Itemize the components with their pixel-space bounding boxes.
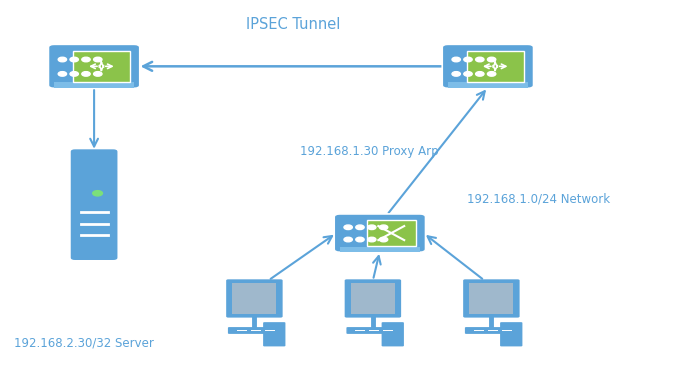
- Circle shape: [487, 72, 496, 76]
- FancyBboxPatch shape: [335, 214, 425, 252]
- FancyBboxPatch shape: [467, 51, 524, 82]
- Circle shape: [355, 237, 364, 242]
- Circle shape: [344, 225, 353, 230]
- Circle shape: [93, 191, 102, 196]
- Circle shape: [93, 57, 102, 62]
- FancyBboxPatch shape: [367, 220, 415, 246]
- Circle shape: [487, 57, 496, 62]
- FancyBboxPatch shape: [346, 327, 399, 334]
- Text: 192.168.2.30/32 Server: 192.168.2.30/32 Server: [14, 337, 154, 349]
- FancyBboxPatch shape: [500, 322, 523, 346]
- Circle shape: [367, 237, 376, 242]
- Circle shape: [464, 72, 472, 76]
- Circle shape: [355, 225, 364, 230]
- FancyBboxPatch shape: [72, 51, 130, 82]
- Circle shape: [59, 57, 67, 62]
- Circle shape: [452, 72, 460, 76]
- Text: 192.168.1.30 Proxy Arp: 192.168.1.30 Proxy Arp: [300, 145, 438, 158]
- FancyBboxPatch shape: [71, 149, 117, 260]
- FancyBboxPatch shape: [351, 283, 395, 314]
- Circle shape: [475, 72, 484, 76]
- FancyBboxPatch shape: [463, 279, 519, 318]
- FancyBboxPatch shape: [382, 322, 404, 346]
- Circle shape: [379, 225, 388, 230]
- FancyBboxPatch shape: [49, 44, 139, 88]
- Circle shape: [344, 237, 353, 242]
- FancyBboxPatch shape: [226, 279, 283, 318]
- FancyBboxPatch shape: [442, 44, 534, 88]
- FancyBboxPatch shape: [263, 322, 286, 346]
- Text: IPSEC Tunnel: IPSEC Tunnel: [245, 17, 340, 32]
- Circle shape: [464, 57, 472, 62]
- FancyBboxPatch shape: [340, 247, 420, 252]
- FancyBboxPatch shape: [465, 327, 518, 334]
- FancyBboxPatch shape: [228, 327, 281, 334]
- FancyBboxPatch shape: [345, 279, 401, 318]
- Circle shape: [59, 72, 67, 76]
- Circle shape: [82, 72, 90, 76]
- Circle shape: [70, 72, 78, 76]
- Circle shape: [70, 57, 78, 62]
- Circle shape: [82, 57, 90, 62]
- FancyBboxPatch shape: [54, 83, 135, 88]
- FancyBboxPatch shape: [470, 283, 513, 314]
- FancyBboxPatch shape: [448, 83, 528, 88]
- Text: 192.168.1.0/24 Network: 192.168.1.0/24 Network: [467, 193, 610, 205]
- FancyBboxPatch shape: [233, 283, 276, 314]
- Circle shape: [367, 225, 376, 230]
- Circle shape: [452, 57, 460, 62]
- Circle shape: [475, 57, 484, 62]
- Circle shape: [93, 72, 102, 76]
- Circle shape: [379, 237, 388, 242]
